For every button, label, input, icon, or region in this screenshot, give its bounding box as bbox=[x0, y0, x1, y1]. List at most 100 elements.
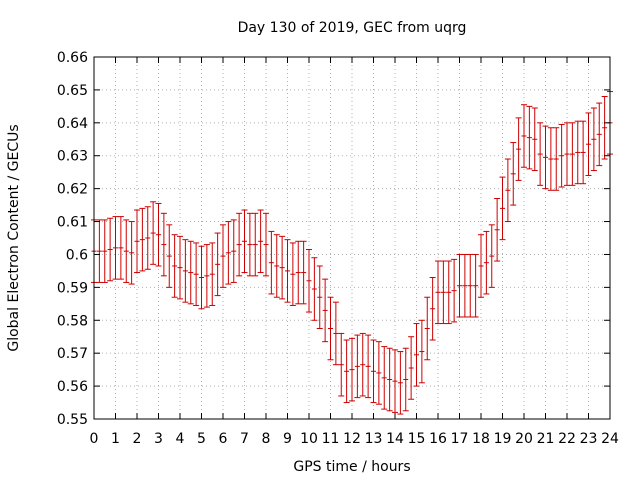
x-tick-label: 21 bbox=[537, 431, 555, 447]
error-bar bbox=[322, 278, 329, 343]
error-bar bbox=[311, 257, 318, 321]
error-bar bbox=[564, 122, 570, 186]
error-bar bbox=[424, 296, 431, 361]
error-bar bbox=[144, 206, 151, 270]
error-bar bbox=[327, 296, 334, 361]
error-bar bbox=[295, 240, 302, 305]
error-bar bbox=[246, 212, 253, 277]
error-bar bbox=[300, 240, 307, 305]
tick-labels: 0 1 2 3 4 5 6 7 8 9 10 11 12 13 14 15 16 17 18 19 20 21 22 23 24… bbox=[57, 50, 619, 447]
error-bar bbox=[429, 276, 436, 341]
error-bar bbox=[117, 216, 124, 280]
error-bar bbox=[343, 339, 350, 404]
error-bars bbox=[91, 91, 613, 415]
error-bar bbox=[461, 253, 468, 318]
error-bar bbox=[542, 125, 549, 190]
x-tick-label: 0 bbox=[90, 431, 99, 447]
x-tick-label: 8 bbox=[262, 431, 271, 447]
x-tick-label: 1 bbox=[111, 431, 120, 447]
x-tick-label: 24 bbox=[601, 431, 619, 447]
x-tick-label: 9 bbox=[283, 431, 292, 447]
error-bar bbox=[580, 120, 587, 185]
error-bar bbox=[134, 209, 140, 274]
error-bar bbox=[182, 239, 189, 303]
error-bar bbox=[397, 351, 404, 415]
error-bar bbox=[193, 242, 200, 306]
error-bar bbox=[596, 102, 603, 167]
error-bar bbox=[408, 336, 415, 400]
x-tick-label: 16 bbox=[429, 431, 447, 447]
error-bar bbox=[112, 216, 119, 280]
error-bar bbox=[370, 339, 377, 404]
x-tick-label: 5 bbox=[197, 431, 206, 447]
error-bar bbox=[531, 107, 538, 172]
x-axis-title: GPS time / hours bbox=[293, 459, 410, 475]
error-bar bbox=[478, 234, 484, 298]
x-tick-label: 17 bbox=[451, 431, 469, 447]
error-bar bbox=[316, 265, 323, 329]
error-bar bbox=[101, 219, 108, 283]
y-tick-label: 0.55 bbox=[57, 412, 88, 428]
error-bar bbox=[526, 105, 533, 170]
error-bar bbox=[349, 337, 355, 402]
y-tick-label: 0.66 bbox=[57, 50, 88, 66]
error-bar bbox=[268, 230, 275, 295]
y-tick-label: 0.64 bbox=[57, 116, 88, 132]
error-bar bbox=[488, 224, 495, 288]
error-bar bbox=[418, 319, 425, 384]
error-bar bbox=[160, 212, 167, 277]
x-tick-label: 10 bbox=[300, 431, 318, 447]
error-bar bbox=[209, 242, 216, 306]
error-bar bbox=[590, 107, 597, 172]
x-tick-label: 12 bbox=[343, 431, 361, 447]
y-tick-label: 0.65 bbox=[57, 83, 88, 99]
error-bar bbox=[601, 95, 608, 160]
y-tick-label: 0.57 bbox=[57, 346, 88, 362]
error-bar bbox=[365, 334, 372, 399]
error-bar bbox=[359, 332, 366, 397]
error-bar bbox=[494, 198, 501, 262]
error-bar bbox=[177, 235, 183, 300]
error-bar bbox=[252, 212, 259, 277]
error-bar bbox=[150, 201, 157, 265]
error-bar bbox=[128, 221, 135, 285]
error-bar bbox=[107, 217, 114, 282]
error-bar bbox=[483, 230, 490, 295]
error-bar bbox=[214, 232, 221, 297]
x-tick-label: 6 bbox=[219, 431, 228, 447]
error-bar bbox=[306, 249, 312, 313]
x-tick-label: 3 bbox=[154, 431, 163, 447]
error-bar bbox=[198, 245, 205, 310]
x-tick-label: 22 bbox=[558, 431, 576, 447]
error-bar bbox=[171, 234, 178, 298]
error-bar bbox=[451, 258, 458, 323]
error-bar bbox=[504, 158, 511, 223]
error-bar bbox=[354, 334, 361, 399]
error-bar bbox=[263, 212, 269, 277]
x-tick-label: 18 bbox=[472, 431, 490, 447]
error-bar bbox=[569, 122, 576, 186]
y-tick-label: 0.62 bbox=[57, 182, 88, 198]
error-bar bbox=[279, 235, 286, 300]
error-bar bbox=[284, 239, 291, 303]
error-bar bbox=[413, 323, 420, 387]
error-bar bbox=[236, 212, 243, 277]
error-bar bbox=[123, 219, 130, 283]
error-bar bbox=[338, 332, 345, 397]
y-tick-label: 0.6 bbox=[66, 247, 88, 263]
error-bar bbox=[472, 253, 479, 318]
error-bar bbox=[381, 346, 388, 410]
error-bar bbox=[537, 122, 544, 186]
x-tick-label: 19 bbox=[494, 431, 512, 447]
error-bar bbox=[220, 224, 226, 288]
x-tick-label: 7 bbox=[240, 431, 249, 447]
y-tick-label: 0.59 bbox=[57, 280, 88, 296]
error-bar bbox=[166, 224, 173, 288]
x-tick-label: 11 bbox=[322, 431, 340, 447]
y-tick-label: 0.56 bbox=[57, 379, 88, 395]
error-bar bbox=[257, 209, 264, 274]
x-tick-label: 4 bbox=[176, 431, 185, 447]
error-bar bbox=[402, 347, 409, 412]
error-bar bbox=[456, 253, 463, 318]
